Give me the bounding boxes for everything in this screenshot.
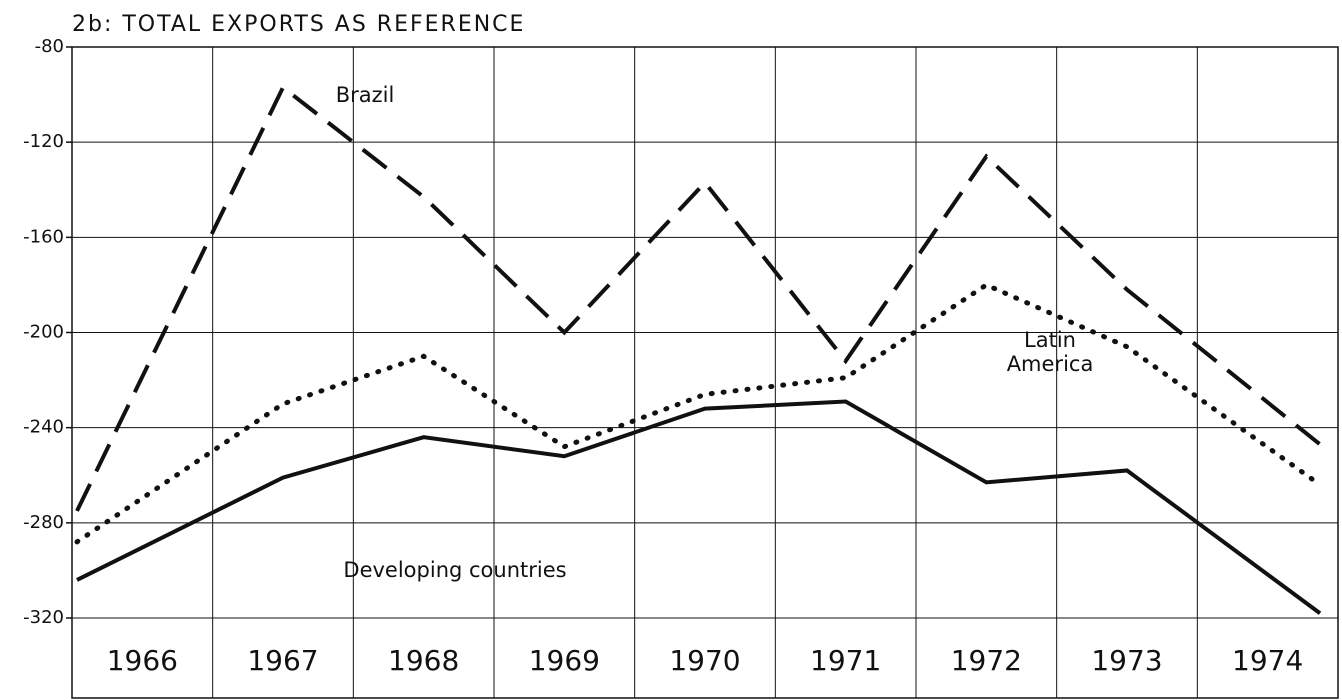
x-tick-label: 1967 (247, 644, 318, 677)
x-tick-label: 1972 (951, 644, 1022, 677)
y-tick-label: -240 (23, 417, 64, 438)
x-tick-label: 1973 (1091, 644, 1162, 677)
x-tick-label: 1974 (1232, 644, 1303, 677)
y-tick-label: -200 (23, 322, 64, 343)
series-label: Developing countries (343, 558, 567, 582)
chart-title: 2b: TOTAL EXPORTS AS REFERENCE (72, 12, 525, 37)
x-tick-label: 1970 (669, 644, 740, 677)
y-tick-label: -160 (23, 226, 64, 247)
y-tick-label: -280 (23, 512, 64, 533)
x-tick-label: 1971 (810, 644, 881, 677)
series-line (76, 399, 1322, 615)
series-label: Latin America (1006, 328, 1094, 376)
plot-frame (71, 46, 1339, 699)
series-line (74, 282, 1323, 545)
series-line (75, 84, 1322, 512)
x-tick-label: 1969 (529, 644, 600, 677)
y-tick-label: -320 (23, 607, 64, 628)
y-tick-label: -120 (23, 131, 64, 152)
x-tick-label: 1966 (107, 644, 178, 677)
series-label: Brazil (335, 83, 395, 107)
x-tick-label: 1968 (388, 644, 459, 677)
y-tick-label: -80 (35, 36, 64, 57)
